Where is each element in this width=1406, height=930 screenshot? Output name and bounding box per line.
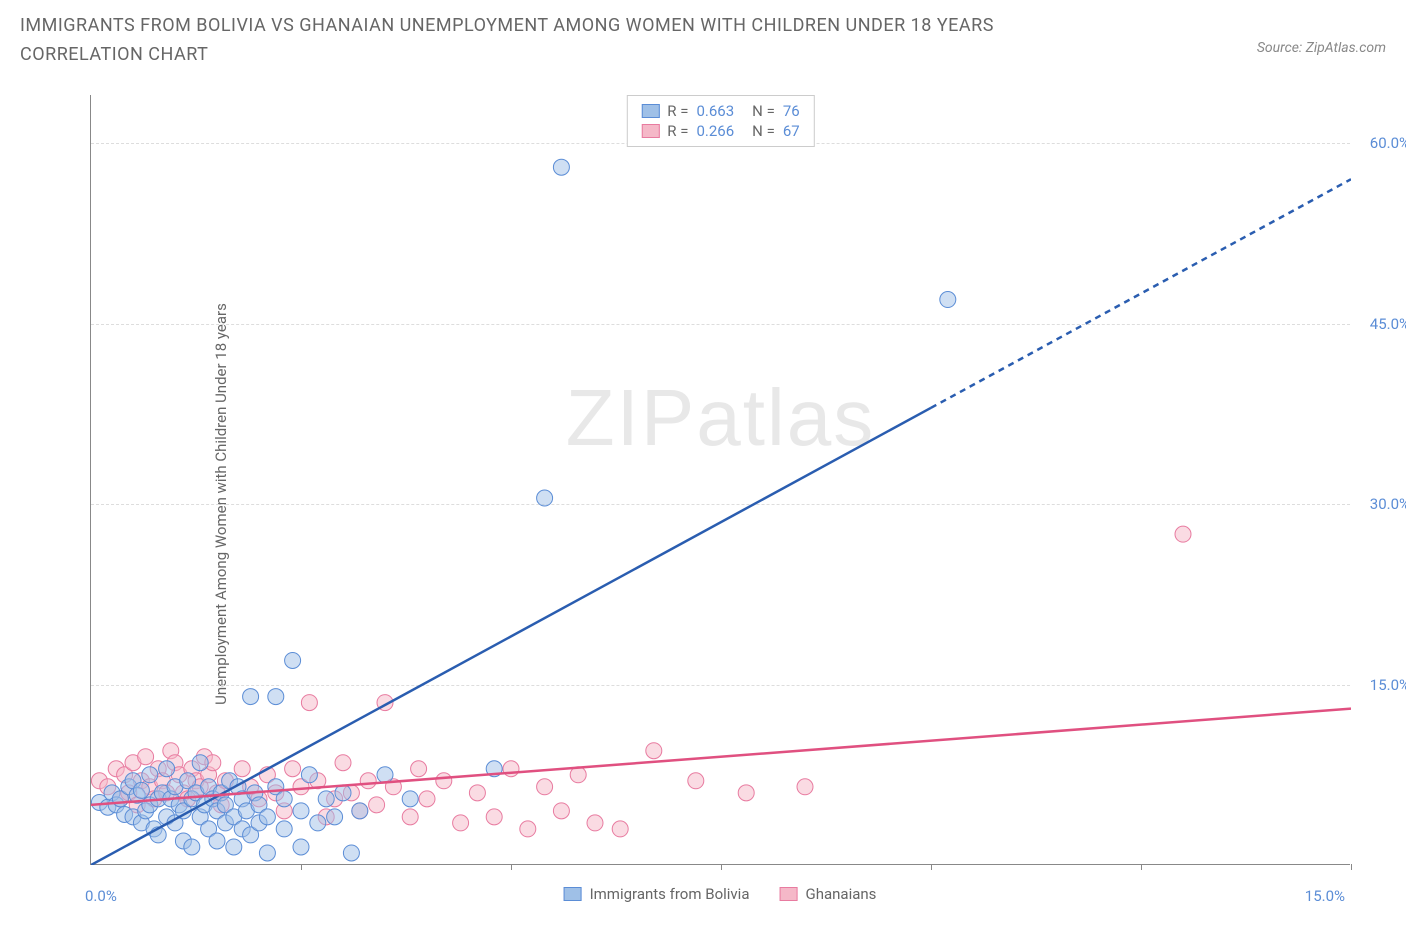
y-tick-label: 30.0% bbox=[1370, 495, 1406, 513]
trend-line-dashed bbox=[931, 179, 1351, 408]
data-point bbox=[276, 821, 292, 837]
data-point bbox=[268, 689, 284, 705]
x-tick bbox=[1351, 864, 1352, 870]
data-point bbox=[369, 797, 385, 813]
x-origin-label: 0.0% bbox=[85, 887, 117, 905]
legend-ghanaians-r: 0.266 bbox=[696, 122, 734, 140]
legend-n-label: N = bbox=[752, 122, 775, 140]
chart-container: Unemployment Among Women with Children U… bbox=[50, 95, 1390, 915]
legend-row-ghanaians: R = 0.266 N = 67 bbox=[641, 122, 799, 140]
chart-title: IMMIGRANTS FROM BOLIVIA VS GHANAIAN UNEM… bbox=[20, 12, 1120, 70]
y-tick-label: 45.0% bbox=[1370, 315, 1406, 333]
data-point bbox=[335, 755, 351, 771]
legend-r-label: R = bbox=[667, 102, 688, 120]
data-point bbox=[612, 821, 628, 837]
data-point bbox=[276, 791, 292, 807]
legend-bolivia-n: 76 bbox=[783, 102, 800, 120]
swatch-ghanaians bbox=[641, 124, 659, 138]
data-point bbox=[352, 803, 368, 819]
data-point bbox=[553, 803, 569, 819]
data-point bbox=[688, 773, 704, 789]
correlation-legend: R = 0.663 N = 76 R = 0.266 N = 67 bbox=[626, 95, 814, 147]
swatch-ghanaians bbox=[780, 887, 798, 901]
data-point bbox=[940, 292, 956, 308]
source-attribution: Source: ZipAtlas.com bbox=[1257, 40, 1386, 56]
data-point bbox=[520, 821, 536, 837]
legend-label-ghanaians: Ghanaians bbox=[806, 885, 877, 903]
data-point bbox=[327, 809, 343, 825]
data-point bbox=[537, 779, 553, 795]
data-point bbox=[234, 761, 250, 777]
data-point bbox=[436, 773, 452, 789]
data-point bbox=[159, 761, 175, 777]
scatter-plot bbox=[91, 95, 1351, 865]
data-point bbox=[402, 809, 418, 825]
legend-r-label: R = bbox=[667, 122, 688, 140]
data-point bbox=[453, 815, 469, 831]
legend-ghanaians-n: 67 bbox=[783, 122, 800, 140]
data-point bbox=[343, 845, 359, 861]
swatch-bolivia bbox=[641, 104, 659, 118]
legend-item-ghanaians: Ghanaians bbox=[780, 885, 877, 903]
x-max-label: 15.0% bbox=[1305, 887, 1345, 905]
data-point bbox=[419, 791, 435, 807]
data-point bbox=[285, 652, 301, 668]
data-point bbox=[377, 767, 393, 783]
data-point bbox=[301, 695, 317, 711]
swatch-bolivia bbox=[564, 887, 582, 901]
legend-row-bolivia: R = 0.663 N = 76 bbox=[641, 102, 799, 120]
data-point bbox=[738, 785, 754, 801]
data-point bbox=[310, 815, 326, 831]
data-point bbox=[402, 791, 418, 807]
data-point bbox=[184, 839, 200, 855]
data-point bbox=[1175, 526, 1191, 542]
data-point bbox=[285, 761, 301, 777]
data-point bbox=[587, 815, 603, 831]
legend-n-label: N = bbox=[752, 102, 775, 120]
data-point bbox=[318, 791, 334, 807]
data-point bbox=[293, 803, 309, 819]
data-point bbox=[293, 839, 309, 855]
data-point bbox=[301, 767, 317, 783]
data-point bbox=[411, 761, 427, 777]
data-point bbox=[209, 833, 225, 849]
trend-line bbox=[91, 709, 1351, 805]
y-tick-label: 15.0% bbox=[1370, 676, 1406, 694]
data-point bbox=[646, 743, 662, 759]
series-legend: Immigrants from Bolivia Ghanaians bbox=[564, 885, 877, 903]
data-point bbox=[226, 839, 242, 855]
y-tick-label: 60.0% bbox=[1370, 134, 1406, 152]
data-point bbox=[486, 809, 502, 825]
data-point bbox=[797, 779, 813, 795]
data-point bbox=[243, 689, 259, 705]
data-point bbox=[142, 767, 158, 783]
data-point bbox=[259, 845, 275, 861]
legend-item-bolivia: Immigrants from Bolivia bbox=[564, 885, 750, 903]
legend-bolivia-r: 0.663 bbox=[696, 102, 734, 120]
data-point bbox=[469, 785, 485, 801]
data-point bbox=[537, 490, 553, 506]
legend-label-bolivia: Immigrants from Bolivia bbox=[590, 885, 750, 903]
data-point bbox=[259, 809, 275, 825]
data-point bbox=[133, 782, 149, 798]
plot-area: R = 0.663 N = 76 R = 0.266 N = 67 ZIPatl… bbox=[90, 95, 1350, 865]
data-point bbox=[192, 755, 208, 771]
data-point bbox=[138, 749, 154, 765]
data-point bbox=[360, 773, 376, 789]
data-point bbox=[553, 159, 569, 175]
